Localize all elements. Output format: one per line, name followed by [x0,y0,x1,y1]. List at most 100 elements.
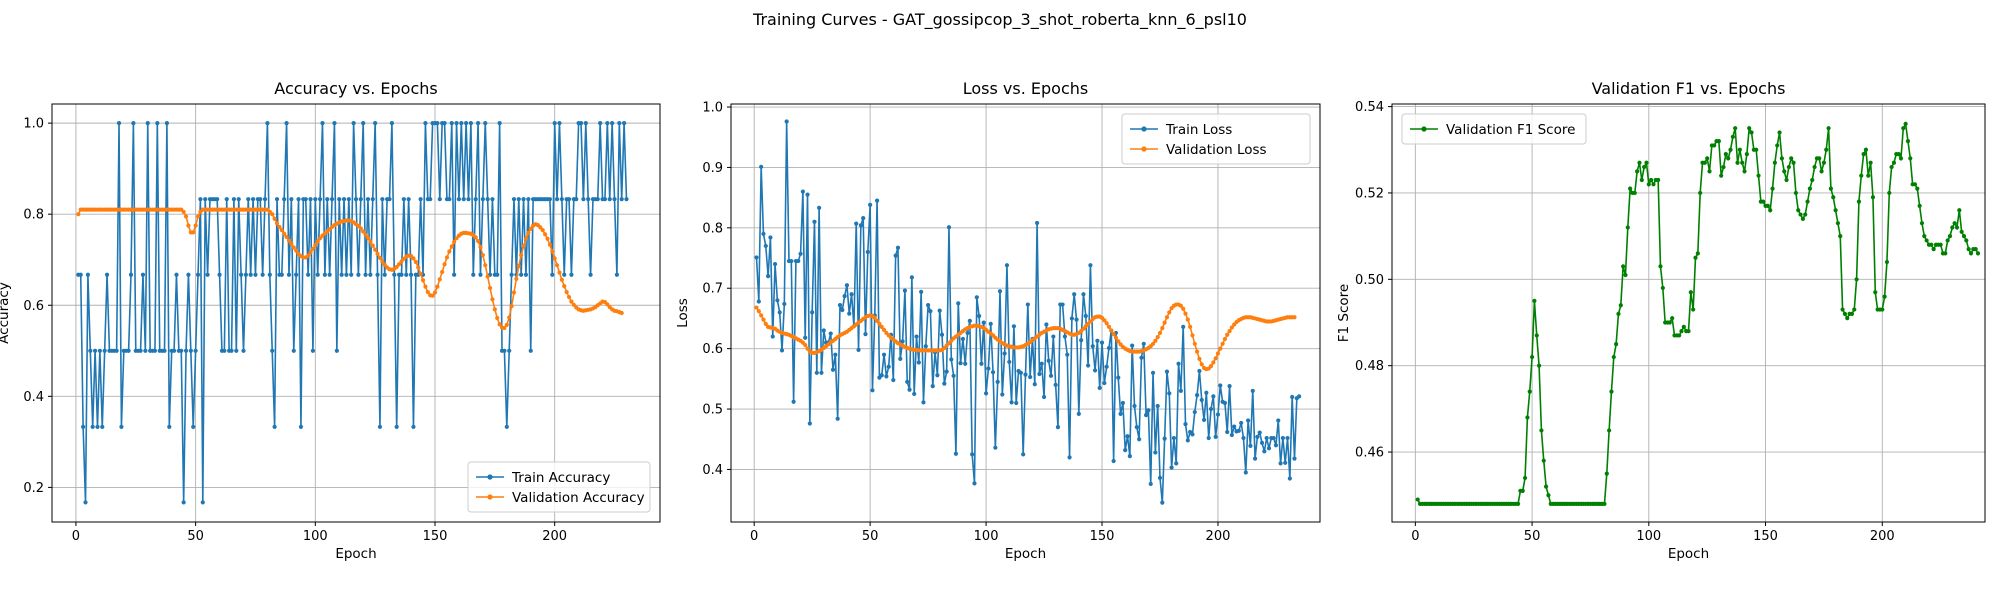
data-point [1111,332,1116,337]
series-validation-accuracy [76,207,624,331]
data-point [912,391,917,397]
data-point [492,307,497,312]
data-point [1273,443,1279,448]
data-point [1076,411,1081,416]
data-point [1248,443,1253,448]
data-point [1055,425,1061,430]
data-point [1954,225,1960,230]
data-point [183,348,189,353]
data-point [782,301,787,307]
data-point [81,424,86,429]
data-point [449,121,454,126]
y-tick-label: 0.52 [1355,186,1384,201]
data-point [516,197,521,202]
data-point [1749,130,1754,135]
data-point [1712,143,1717,148]
data-point [1702,160,1707,165]
data-point [229,348,234,353]
data-point [1616,311,1621,316]
data-point [131,121,136,126]
data-point [766,274,771,279]
data-point [1178,388,1183,394]
data-point [1127,454,1132,459]
data-point [1155,335,1160,340]
data-point [1167,391,1172,396]
data-point [1139,355,1144,360]
data-point [303,197,308,202]
data-point [396,262,402,267]
data-point [552,121,557,126]
data-point [473,197,478,202]
data-point [1211,360,1216,365]
data-point [779,348,785,353]
legend-box [467,461,651,513]
data-point [406,197,411,202]
data-point [1276,418,1281,423]
data-point [817,205,822,210]
data-point [454,121,459,126]
data-point [1153,450,1158,455]
data-point [547,242,552,247]
data-point [939,332,945,337]
data-point [507,348,512,353]
data-point [1039,361,1044,366]
data-point [1148,481,1153,487]
data-point [1957,208,1962,213]
data-point [937,308,942,313]
data-point [1679,329,1684,334]
data-point [140,272,146,277]
data-point [100,424,105,429]
data-point [1178,303,1183,308]
series-validation-f1-score [1415,121,1981,506]
data-point [1525,415,1530,420]
data-point [1768,208,1773,213]
x-tick-label: 100 [1636,529,1661,544]
data-point [566,197,572,202]
data-point [1845,316,1850,321]
data-point [1539,428,1544,433]
data-point [1211,394,1216,399]
data-point [1859,173,1864,178]
data-point [550,249,555,254]
data-point [1236,428,1241,433]
x-tick-label: 0 [750,529,758,544]
data-point [1649,177,1654,183]
data-point [442,121,447,126]
data-point [1812,164,1817,170]
data-point [1541,458,1546,463]
data-point [511,197,517,202]
data-point [1250,388,1255,394]
data-point [143,348,148,353]
data-point [1204,390,1209,395]
data-point [389,121,395,126]
data-point [485,197,490,202]
data-point [1828,186,1834,191]
y-tick-label: 0.2 [23,481,44,496]
data-point [545,236,550,241]
data-point [956,301,961,306]
data-point [1215,412,1221,417]
data-point [234,348,239,353]
legend-label: Validation F1 Score [1446,122,1575,138]
data-point [461,197,466,202]
data-point [1945,238,1950,243]
data-point [483,121,488,126]
data-point [521,197,526,202]
data-point [1637,160,1642,165]
data-point [877,321,882,326]
data-point [485,274,490,279]
data-point [102,348,107,353]
data-point [186,272,191,277]
data-point [569,272,574,277]
data-point [605,302,610,307]
data-point [368,239,373,244]
legend-marker [487,494,493,500]
data-point [861,216,866,221]
data-point [983,391,989,396]
data-point [926,303,931,308]
data-point [789,258,794,264]
data-point [375,272,380,277]
data-point [930,383,935,389]
data-point [1222,336,1228,342]
data-point [1604,471,1609,476]
